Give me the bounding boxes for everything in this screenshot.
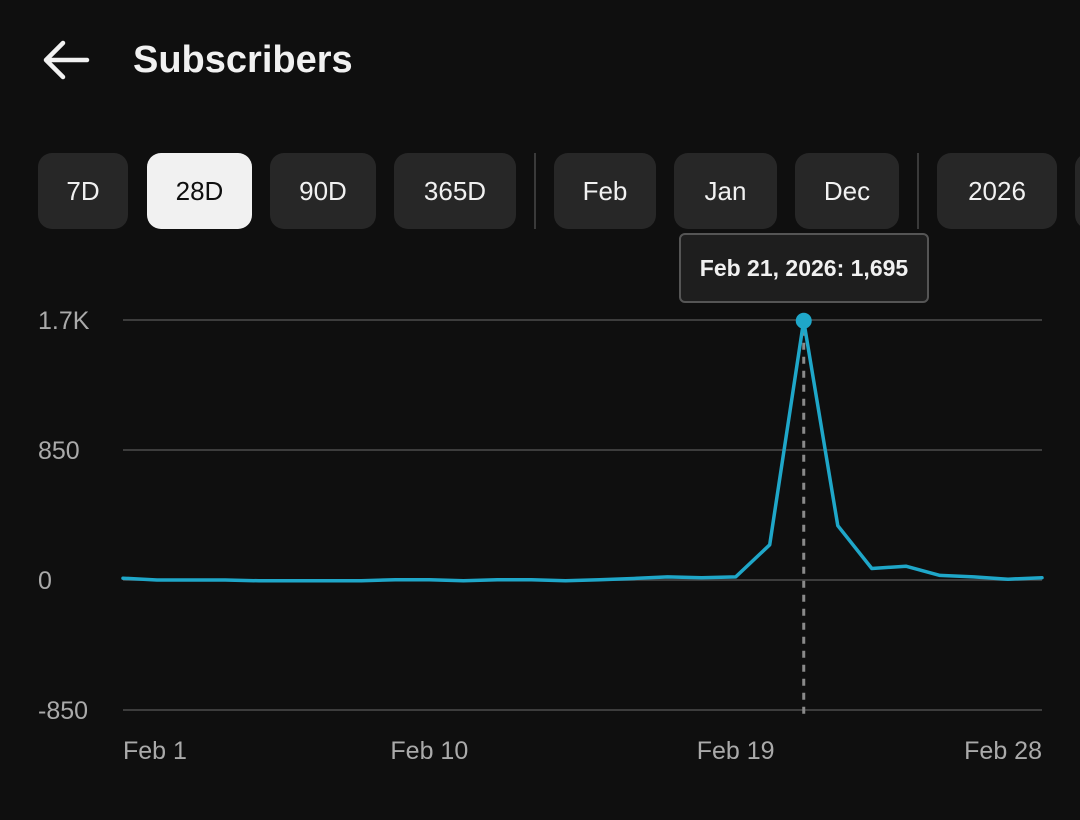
x-tick-label: Feb 1 — [123, 737, 187, 765]
arrow-left-icon — [43, 40, 90, 80]
x-tick-label: Feb 10 — [390, 737, 468, 765]
chip-divider — [917, 153, 919, 229]
page-title: Subscribers — [133, 39, 353, 81]
x-tick-label: Feb 28 — [964, 737, 1042, 765]
chip-jan[interactable]: Jan — [674, 153, 777, 229]
chip-feb[interactable]: Feb — [554, 153, 656, 229]
chip-divider — [534, 153, 536, 229]
y-tick-label: -850 — [38, 697, 88, 725]
chip-28d[interactable]: 28D — [147, 153, 252, 229]
chip-dec[interactable]: Dec — [795, 153, 899, 229]
chip-more[interactable] — [1075, 153, 1080, 229]
highlight-point — [795, 312, 812, 329]
chart-tooltip: Feb 21, 2026: 1,695 — [679, 233, 929, 303]
x-tick-label: Feb 19 — [697, 737, 775, 765]
chip-90d[interactable]: 90D — [270, 153, 376, 229]
y-tick-label: 1.7K — [38, 307, 90, 335]
subscribers-series-line — [121, 319, 1044, 583]
subscribers-line-chart[interactable]: -850 0 850 1.7K Feb 1 Feb 10 Feb 19 Feb 28 — [0, 230, 1080, 810]
y-tick-label: 850 — [38, 437, 80, 465]
back-button[interactable] — [38, 36, 94, 84]
chip-7d[interactable]: 7D — [38, 153, 128, 229]
chip-365d[interactable]: 365D — [394, 153, 516, 229]
period-filter-bar: 7D 28D 90D 365D Feb Jan Dec 2026 — [0, 153, 1080, 229]
y-tick-label: 0 — [38, 567, 52, 595]
chip-2026[interactable]: 2026 — [937, 153, 1057, 229]
app-header: Subscribers — [0, 0, 1080, 120]
